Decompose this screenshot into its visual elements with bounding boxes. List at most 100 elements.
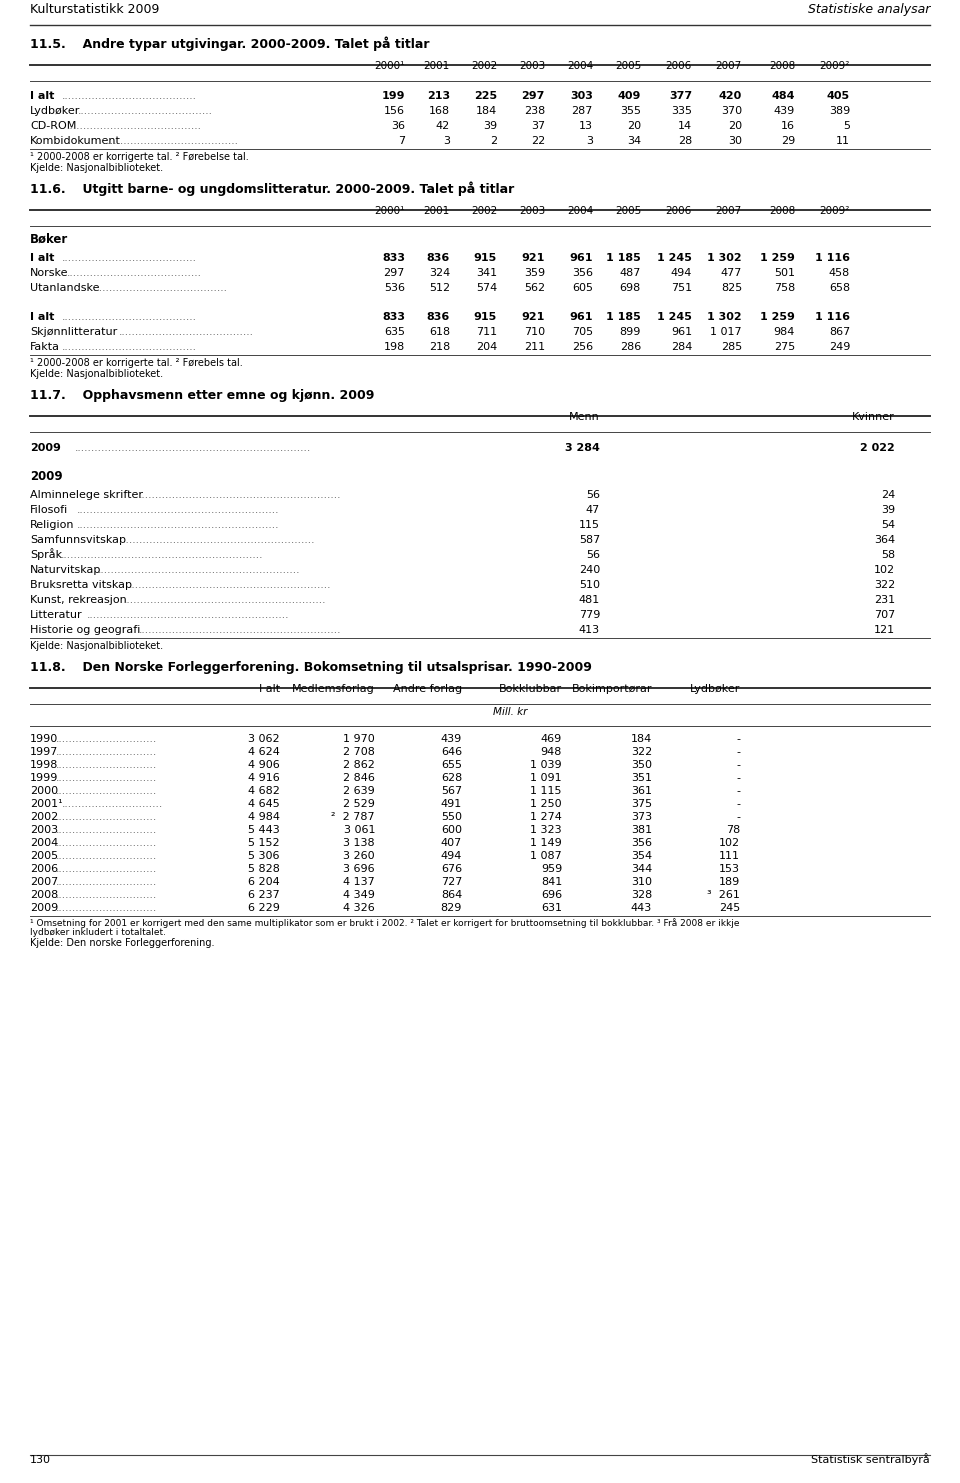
Text: 11.6.  Utgitt barne- og ungdomslitteratur. 2000-2009. Talet på titlar: 11.6. Utgitt barne- og ungdomslitteratur… [30,181,515,196]
Text: ..............................: .............................. [56,876,157,887]
Text: 921: 921 [521,311,545,322]
Text: Medlemsforlag: Medlemsforlag [292,684,375,694]
Text: 204: 204 [476,343,497,351]
Text: 710: 710 [524,326,545,337]
Text: 2003: 2003 [30,825,59,835]
Text: 1998: 1998 [30,759,59,770]
Text: 2004: 2004 [30,838,59,848]
Text: ......................................................................: ........................................… [75,443,311,452]
Text: Mill. kr: Mill. kr [492,707,527,716]
Text: 2004: 2004 [566,61,593,71]
Text: 1 259: 1 259 [760,311,795,322]
Text: 4 349: 4 349 [343,890,375,900]
Text: 389: 389 [828,105,850,116]
Text: ............................................................: ........................................… [139,489,342,500]
Text: Religion: Religion [30,521,75,529]
Text: Fakta: Fakta [30,343,60,351]
Text: Filosofi: Filosofi [30,506,68,515]
Text: 4 645: 4 645 [249,799,280,810]
Text: ..............................: .............................. [56,825,157,835]
Text: 2003: 2003 [518,61,545,71]
Text: 2009: 2009 [30,470,62,483]
Text: 2 708: 2 708 [343,747,375,756]
Text: 2005: 2005 [614,61,641,71]
Text: 22: 22 [531,136,545,145]
Text: Kjelde: Nasjonalbiblioteket.: Kjelde: Nasjonalbiblioteket. [30,641,163,651]
Text: 646: 646 [441,747,462,756]
Text: 1 185: 1 185 [607,254,641,262]
Text: 3 062: 3 062 [249,734,280,744]
Text: 6 204: 6 204 [249,876,280,887]
Text: 184: 184 [476,105,497,116]
Text: Naturvitskap: Naturvitskap [30,565,102,575]
Text: 102: 102 [874,565,895,575]
Text: 2008: 2008 [30,890,59,900]
Text: Bøker: Bøker [30,233,68,246]
Text: 356: 356 [631,838,652,848]
Text: 1 091: 1 091 [530,773,562,783]
Text: 1 323: 1 323 [530,825,562,835]
Text: 605: 605 [572,283,593,294]
Text: ............................................................: ........................................… [129,580,331,590]
Text: 4 624: 4 624 [248,747,280,756]
Text: 836: 836 [427,311,450,322]
Text: 915: 915 [473,254,497,262]
Text: Kvinner: Kvinner [852,412,895,423]
Text: lydbøker inkludert i totaltalet.: lydbøker inkludert i totaltalet. [30,928,166,937]
Text: 28: 28 [678,136,692,145]
Text: 322: 322 [631,747,652,756]
Text: 3 138: 3 138 [344,838,375,848]
Text: 758: 758 [774,283,795,294]
Text: 335: 335 [671,105,692,116]
Text: 550: 550 [441,813,462,822]
Text: ..............................: .............................. [56,903,157,914]
Text: 4 984: 4 984 [248,813,280,822]
Text: 102: 102 [719,838,740,848]
Text: ..............................: .............................. [56,838,157,848]
Text: 5: 5 [843,122,850,131]
Text: 54: 54 [881,521,895,529]
Text: 284: 284 [671,343,692,351]
Text: 377: 377 [669,90,692,101]
Text: 1999: 1999 [30,773,59,783]
Text: 350: 350 [631,759,652,770]
Text: 628: 628 [441,773,462,783]
Text: 655: 655 [441,759,462,770]
Text: Lydbøker: Lydbøker [30,105,81,116]
Text: ............................................................: ........................................… [139,624,342,635]
Text: ........................................: ........................................ [93,283,228,294]
Text: 707: 707 [874,610,895,620]
Text: 356: 356 [572,268,593,277]
Text: 658: 658 [828,283,850,294]
Text: 11.7.  Opphavsmenn etter emne og kjønn. 2009: 11.7. Opphavsmenn etter emne og kjønn. 2… [30,389,374,402]
Text: ¹ 2000-2008 er korrigerte tal. ² Førebelse tal.: ¹ 2000-2008 er korrigerte tal. ² Førebel… [30,151,249,162]
Text: 47: 47 [586,506,600,515]
Text: ........................................: ........................................ [62,90,197,101]
Text: 5 443: 5 443 [249,825,280,835]
Text: ........................................: ........................................ [104,136,239,145]
Text: Samfunnsvitskap: Samfunnsvitskap [30,535,126,544]
Text: 7: 7 [397,136,405,145]
Text: 407: 407 [441,838,462,848]
Text: 36: 36 [391,122,405,131]
Text: 24: 24 [880,489,895,500]
Text: -: - [736,747,740,756]
Text: 779: 779 [579,610,600,620]
Text: ..............................: .............................. [56,734,157,744]
Text: 1 116: 1 116 [815,254,850,262]
Text: Bokklubbar: Bokklubbar [499,684,562,694]
Text: Utanlandske: Utanlandske [30,283,100,294]
Text: 494: 494 [671,268,692,277]
Text: 1 302: 1 302 [708,311,742,322]
Text: ........................................: ........................................ [62,254,197,262]
Text: ..............................: .............................. [56,759,157,770]
Text: 2001¹: 2001¹ [30,799,62,810]
Text: 78: 78 [726,825,740,835]
Text: 11: 11 [836,136,850,145]
Text: ² 2 787: ² 2 787 [331,813,375,822]
Text: 359: 359 [524,268,545,277]
Text: 676: 676 [441,865,462,873]
Text: 256: 256 [572,343,593,351]
Text: Alminnelege skrifter: Alminnelege skrifter [30,489,143,500]
Text: 574: 574 [476,283,497,294]
